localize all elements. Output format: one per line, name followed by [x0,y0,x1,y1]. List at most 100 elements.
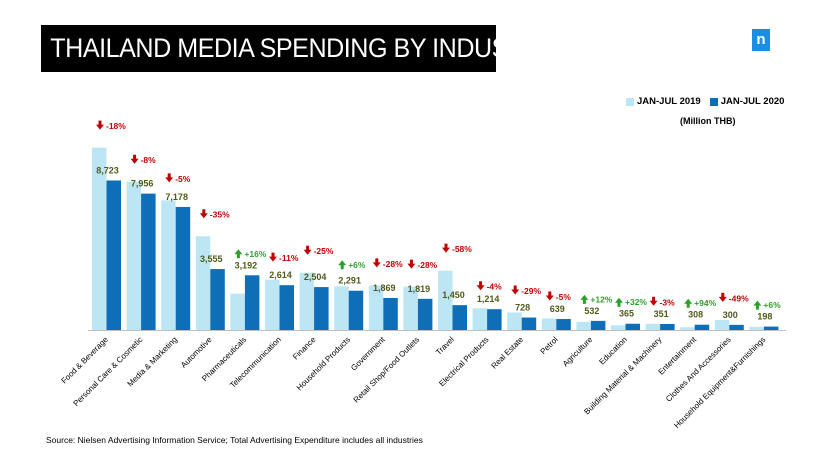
change-label: -29% [521,286,541,296]
change-label: +16% [244,249,266,259]
category-label: Finance [291,335,318,362]
bar-2019 [576,321,591,330]
value-label: 365 [619,309,634,319]
bar-2019 [541,318,557,330]
arrow-down-icon [303,245,312,255]
value-label: 308 [688,310,703,320]
title-banner: THAILAND MEDIA SPENDING BY INDUSTRY [41,25,557,72]
change-label: -35% [210,210,230,220]
arrow-up-icon [234,249,243,259]
value-label: 728 [515,303,530,313]
value-label: 198 [757,312,772,322]
arrow-down-icon [545,291,554,301]
bar-2019 [680,327,695,330]
arrow-down-icon [269,252,277,262]
arrow-down-icon [199,209,208,219]
value-label: 2,614 [269,270,292,280]
bar-2019 [403,286,418,330]
bar-2020 [383,297,398,330]
category-label: Petrol [539,335,560,356]
bar-2019 [368,285,384,330]
arrow-down-icon [442,243,450,253]
arrow-down-icon [718,292,727,302]
arrow-down-icon [96,120,104,130]
value-label: 2,291 [338,276,361,286]
legend-label-2019: JAN-JUL 2019 [637,96,701,107]
bar-2020 [729,324,744,330]
value-label: 639 [550,304,565,314]
source-note: Source: Nielsen Advertising Information … [46,435,423,445]
legend: JAN-JUL 2019 JAN-JUL 2020 [626,96,789,107]
arrow-down-icon [130,154,139,164]
bar-2019 [645,323,661,330]
bar-2020 [314,287,329,330]
change-label: -28% [383,259,403,269]
bar-2019 [161,200,176,330]
change-label: +6% [348,260,366,270]
bar-2019 [334,286,349,330]
bar-2019 [299,272,315,330]
bar-2020 [556,319,571,330]
category-label: Education [597,335,629,367]
bar-2020 [175,206,191,330]
change-label: -8% [141,155,157,165]
arrow-down-icon [476,281,485,291]
value-label: 300 [723,310,738,320]
bar-2020 [417,298,433,330]
bar-2019 [472,308,488,330]
change-label: -49% [729,293,749,303]
bar-2020 [279,285,294,330]
change-label: -3% [660,297,676,307]
bar-2019 [507,312,522,330]
arrow-down-icon [407,259,416,269]
bar-2020 [694,324,710,330]
category-label: Travel [434,335,456,357]
category-label: Automotive [179,335,214,370]
bar-2020 [348,290,364,330]
bar-2020 [106,180,121,330]
change-label: +32% [625,297,647,307]
bar-2019 [230,293,245,330]
arrow-down-icon [372,258,381,268]
bar-2019 [749,326,764,330]
legend-item-2019: JAN-JUL 2019 [626,96,701,107]
unit-label: (Million THB) [680,116,736,126]
change-label: -5% [175,174,191,184]
arrow-down-icon [165,173,174,183]
bar-2020 [244,275,260,330]
bar-2019 [438,270,453,330]
arrow-up-icon [684,298,693,308]
bar-2019 [195,236,211,330]
change-label: +12% [590,294,612,304]
change-label: -11% [279,253,299,263]
change-label: -5% [556,292,572,302]
bar-2020 [487,309,502,330]
bar-2020 [521,317,537,330]
bar-2019 [265,279,280,330]
bar-2020 [660,323,675,330]
nielsen-logo-icon: n [752,29,770,51]
value-label: 351 [654,309,669,319]
value-label: 1,450 [442,290,465,300]
bar-2020 [210,269,225,330]
bar-2019 [92,147,107,330]
category-label: Real Estate [490,335,526,371]
bar-2020 [590,320,606,330]
bar-2020 [763,326,779,330]
legend-label-2020: JAN-JUL 2020 [720,96,785,107]
change-label: -28% [417,260,437,270]
value-label: 3,192 [235,260,258,270]
value-label: 532 [584,306,599,316]
legend-item-2020: JAN-JUL 2020 [709,96,785,107]
arrow-up-icon [338,260,347,270]
bar-2020 [625,323,640,330]
bar-2020 [141,193,156,330]
category-label: Clothes And Accessories [664,335,733,404]
value-label: 3,555 [200,254,223,264]
arrow-down-icon [649,296,658,306]
change-label: -18% [106,121,126,131]
arrow-up-icon [753,300,762,310]
value-label: 2,504 [304,272,327,282]
value-label: 1,869 [373,283,396,293]
